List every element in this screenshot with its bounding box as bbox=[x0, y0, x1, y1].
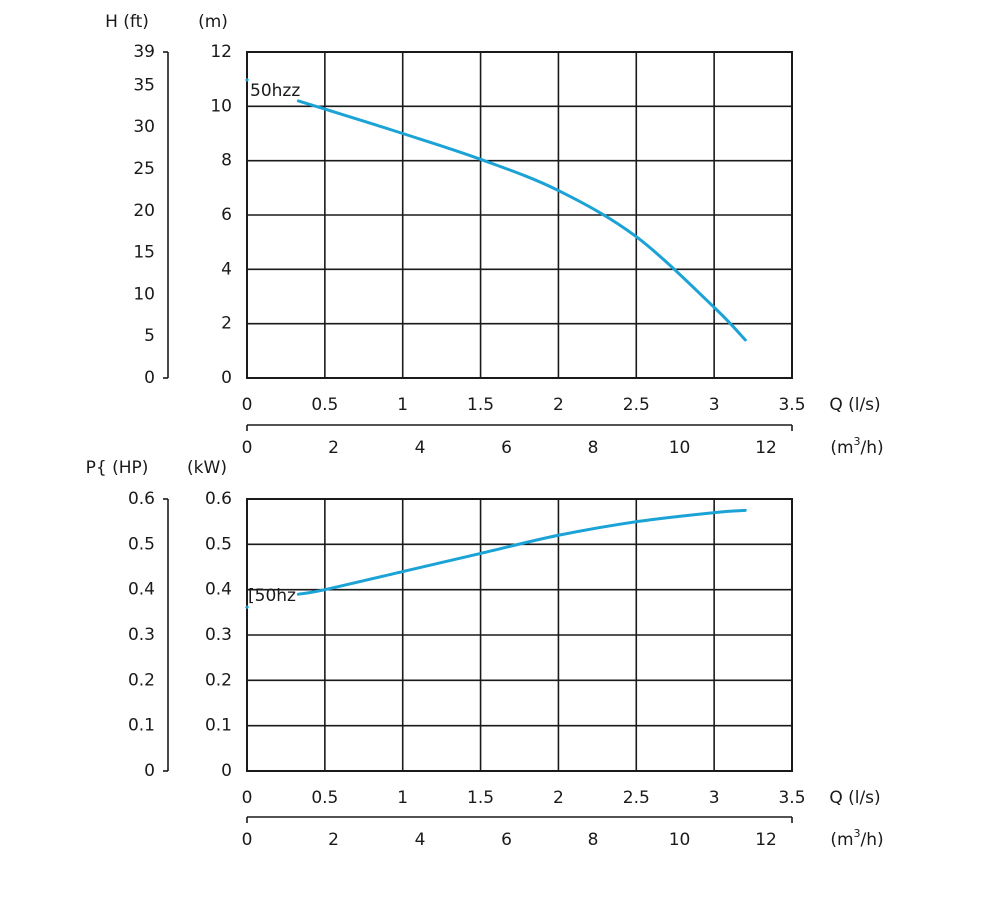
frequency-label: [50hz bbox=[248, 586, 296, 606]
y-inner-tick-label: 4 bbox=[221, 259, 232, 279]
x-secondary-axis-label: (m3/h) bbox=[830, 435, 883, 458]
y-inner-axis-label: (m) bbox=[198, 12, 228, 32]
y-inner-tick-label: 2 bbox=[221, 314, 232, 334]
y-outer-tick-label: 39 bbox=[133, 42, 155, 62]
y-outer-tick-label: 0.6 bbox=[128, 489, 155, 509]
x-primary-tick-label: 3 bbox=[709, 395, 720, 415]
y-outer-tick-label: 0.1 bbox=[128, 716, 155, 736]
y-inner-tick-label: 10 bbox=[210, 96, 232, 116]
x-primary-tick-label: 3.5 bbox=[778, 788, 805, 808]
y-outer-tick-label: 25 bbox=[133, 159, 155, 179]
x-secondary-axis-label: (m3/h) bbox=[830, 827, 883, 850]
y-inner-axis-label: (kW) bbox=[187, 458, 227, 478]
y-outer-axis-label: P{ (HP) bbox=[86, 458, 149, 478]
y-inner-tick-label: 6 bbox=[221, 205, 232, 225]
x-secondary-tick-label: 0 bbox=[242, 438, 253, 458]
y-inner-tick-label: 0.6 bbox=[205, 489, 232, 509]
x-primary-tick-label: 0.5 bbox=[311, 395, 338, 415]
x-secondary-tick-label: 4 bbox=[415, 830, 426, 850]
series-stub bbox=[244, 605, 250, 610]
chart-2: 0 0.1 0.2 0.3 0.4 0.5 0.6 (kW) 0 0.1 0.2 0.3 0.4 0.5 0… bbox=[86, 458, 884, 850]
x-secondary-tick-label: 8 bbox=[588, 438, 599, 458]
x-primary-axis-label: Q (l/s) bbox=[829, 788, 880, 808]
x-primary-tick-label: 1.5 bbox=[467, 788, 494, 808]
y-outer-tick-label: 35 bbox=[133, 75, 155, 95]
x-secondary-tick-label: 0 bbox=[242, 830, 253, 850]
x-primary-tick-label: 3 bbox=[709, 788, 720, 808]
y-outer-tick-label: 0.4 bbox=[128, 580, 155, 600]
frequency-label: 50hzz bbox=[250, 81, 300, 101]
x-secondary-tick-label: 12 bbox=[755, 438, 777, 458]
y-outer-tick-label: 20 bbox=[133, 201, 155, 221]
x-secondary-tick-label: 12 bbox=[755, 830, 777, 850]
y-outer-axis-label: H (ft) bbox=[105, 12, 149, 32]
y-outer-tick-label: 30 bbox=[133, 117, 155, 137]
y-outer-tick-label: 0.2 bbox=[128, 670, 155, 690]
y-inner-tick-label: 0 bbox=[221, 761, 232, 781]
x-secondary-tick-label: 10 bbox=[669, 830, 691, 850]
x-primary-tick-label: 0 bbox=[242, 395, 253, 415]
y-inner-tick-label: 8 bbox=[221, 151, 232, 171]
y-outer-tick-label: 0 bbox=[144, 368, 155, 388]
y-inner-tick-label: 0.4 bbox=[205, 580, 232, 600]
x-secondary-tick-label: 2 bbox=[328, 438, 339, 458]
x-secondary-tick-label: 8 bbox=[588, 830, 599, 850]
x-primary-tick-label: 1.5 bbox=[467, 395, 494, 415]
x-secondary-tick-label: 6 bbox=[501, 438, 512, 458]
y-outer-tick-label: 5 bbox=[144, 326, 155, 346]
x-primary-axis-label: Q (l/s) bbox=[829, 395, 880, 415]
y-inner-tick-label: 0.1 bbox=[205, 716, 232, 736]
y-inner-tick-label: 12 bbox=[210, 42, 232, 62]
y-inner-tick-label: 0 bbox=[221, 368, 232, 388]
y-inner-tick-label: 0.3 bbox=[205, 625, 232, 645]
x-secondary-tick-label: 10 bbox=[669, 438, 691, 458]
series-stub bbox=[244, 77, 250, 82]
x-secondary-tick-label: 4 bbox=[415, 438, 426, 458]
y-outer-tick-label: 15 bbox=[133, 243, 155, 263]
x-primary-tick-label: 2 bbox=[553, 788, 564, 808]
y-outer-tick-label: 0 bbox=[144, 761, 155, 781]
x-secondary-tick-label: 2 bbox=[328, 830, 339, 850]
y-outer-tick-label: 0.5 bbox=[128, 534, 155, 554]
y-outer-tick-label: 0.3 bbox=[128, 625, 155, 645]
x-secondary-tick-label: 6 bbox=[501, 830, 512, 850]
x-primary-tick-label: 1 bbox=[397, 788, 408, 808]
y-outer-tick-label: 10 bbox=[133, 284, 155, 304]
x-primary-tick-label: 2 bbox=[553, 395, 564, 415]
x-primary-tick-label: 2.5 bbox=[623, 788, 650, 808]
x-primary-tick-label: 1 bbox=[397, 395, 408, 415]
y-inner-tick-label: 0.5 bbox=[205, 534, 232, 554]
series-line-50hz bbox=[296, 99, 747, 342]
x-primary-tick-label: 2.5 bbox=[623, 395, 650, 415]
y-inner-tick-label: 0.2 bbox=[205, 670, 232, 690]
series-line-50hz bbox=[296, 508, 747, 596]
x-primary-tick-label: 0.5 bbox=[311, 788, 338, 808]
x-primary-tick-label: 0 bbox=[242, 788, 253, 808]
x-primary-tick-label: 3.5 bbox=[778, 395, 805, 415]
